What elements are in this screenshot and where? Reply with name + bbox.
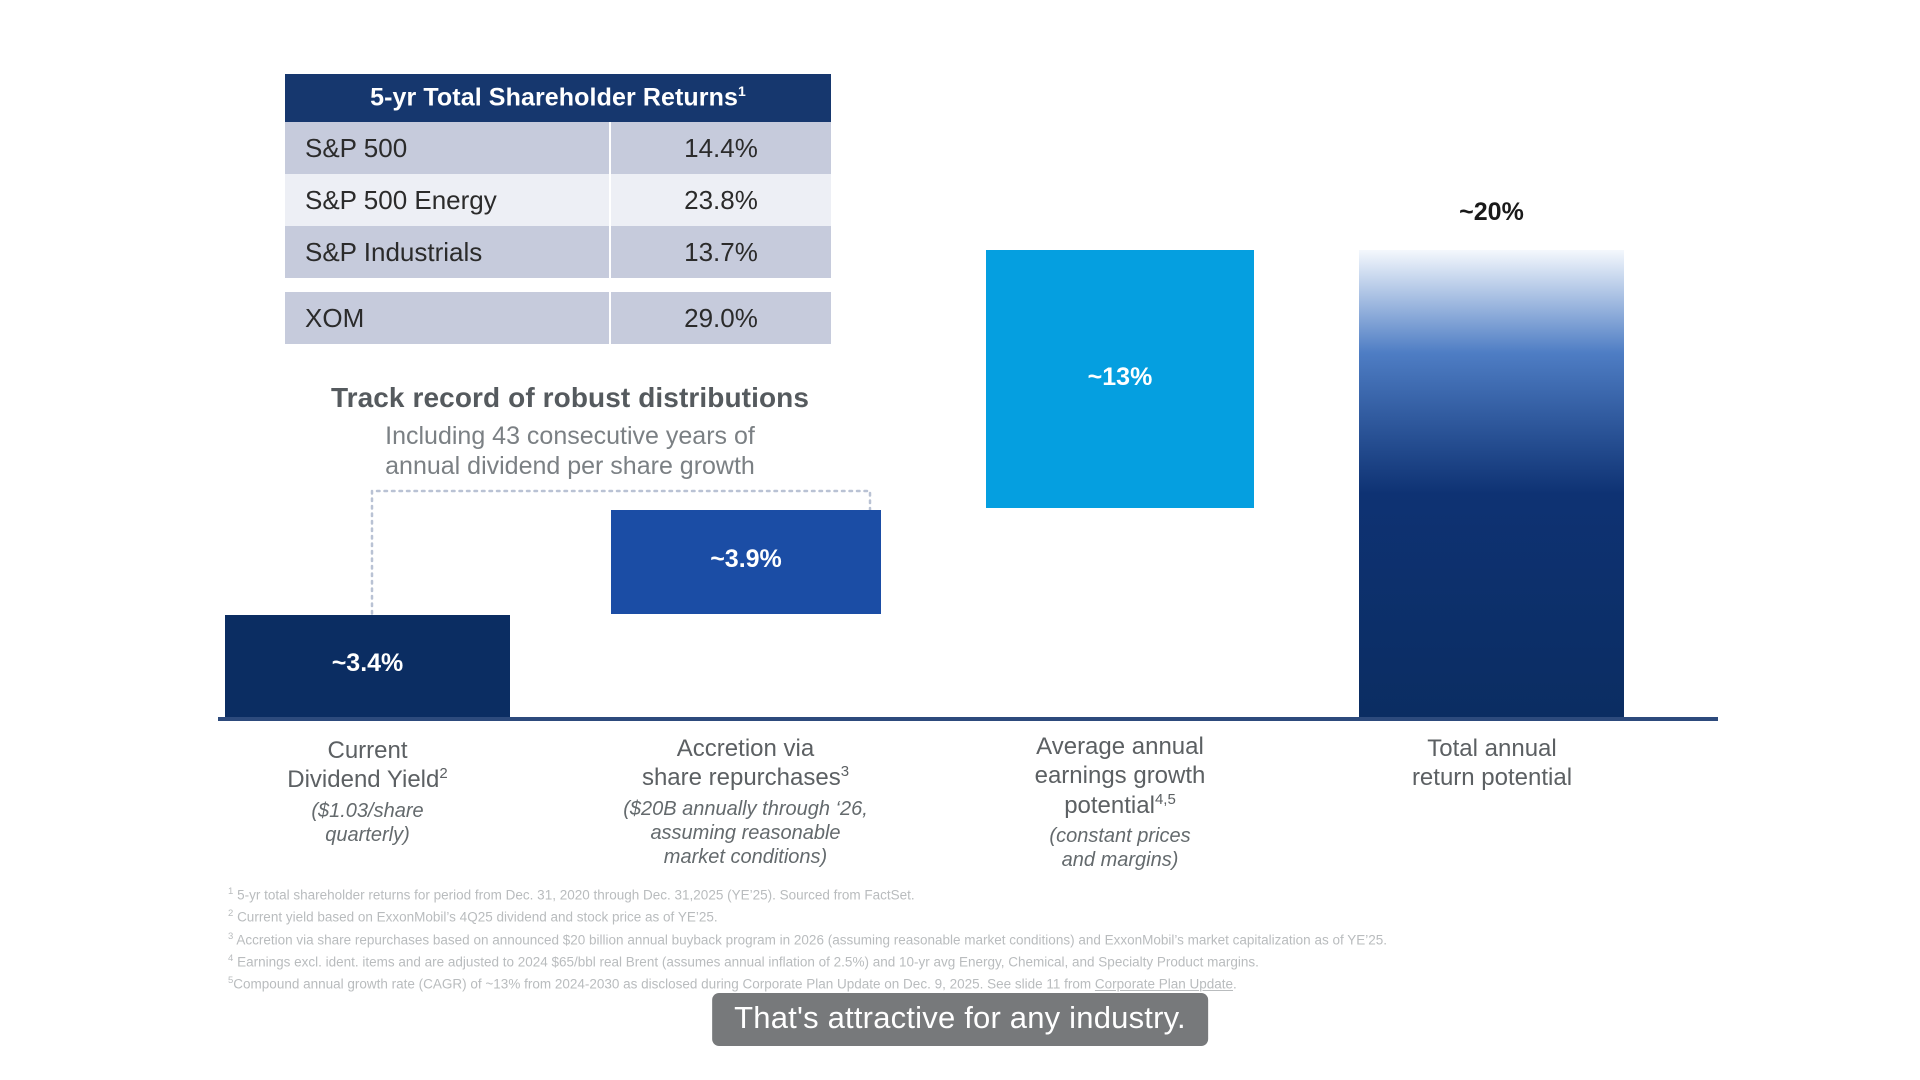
category-sub-text: (constant prices and margins): [962, 824, 1278, 873]
table-header-superscript: 1: [738, 83, 746, 99]
category-line-3-wrap: potential4,5: [962, 791, 1278, 820]
category-line-1: Total annual: [1427, 735, 1557, 762]
bar-label-total-annual-return-potential: ~20%: [1459, 198, 1524, 226]
category-sub-text: ($20B annually through ‘26, assuming rea…: [578, 797, 913, 870]
bar-label-current-dividend-yield: ~3.4%: [331, 649, 404, 677]
track-record-subtitle: Including 43 consecutive years of annual…: [250, 422, 890, 481]
category-sub-line: ($20B annually through ‘26,: [623, 797, 868, 820]
table-cell-label: S&P 500: [285, 122, 611, 175]
table-cell-value: 13.7%: [684, 237, 758, 268]
track-record-subtitle-line-1: Including 43 consecutive years of: [385, 422, 755, 450]
track-record-title: Track record of robust distributions: [330, 382, 810, 413]
category-line-2: earnings growth: [1034, 762, 1206, 790]
footnote-item: 1 5-yr total shareholder returns for per…: [228, 884, 1688, 906]
category-line-1: Accretion via: [676, 735, 815, 762]
footnote-item: 2 Current yield based on ExxonMobil’s 4Q…: [228, 906, 1688, 928]
category-line-3: potential: [1064, 791, 1155, 819]
table-row: S&P 500 14.4%: [285, 122, 831, 175]
category-label-current-dividend-yield: Current Dividend Yield2 ($1.03/share qua…: [215, 736, 520, 847]
category-label-total-annual-return-potential: Total annual return potential: [1337, 734, 1647, 793]
bar-label-accretion-share-repurchases: ~3.9%: [710, 545, 782, 573]
table-row-highlight: XOM 29.0%: [285, 292, 831, 345]
category-line-2-wrap: Dividend Yield2: [215, 765, 520, 794]
bar-label-average-annual-earnings-growth: ~13%: [1087, 363, 1153, 391]
category-footnote-marker: 4,5: [1154, 790, 1176, 808]
footnote-item: 3 Accretion via share repurchases based …: [228, 929, 1688, 951]
category-sub-line: ($1.03/share: [311, 799, 424, 822]
category-main-text: Current Dividend Yield2: [215, 736, 520, 795]
table-cell-value: 14.4%: [684, 133, 758, 164]
corporate-plan-update-link[interactable]: Corporate Plan Update: [1094, 976, 1234, 992]
category-line-2: return potential: [1411, 764, 1573, 792]
category-main-text: Total annual return potential: [1337, 734, 1647, 793]
category-line-1: Average annual: [1036, 733, 1204, 760]
bar-average-annual-earnings-growth[interactable]: ~13%: [986, 250, 1254, 508]
category-sub-line: market conditions): [663, 846, 828, 869]
footnote-marker: 3: [228, 930, 234, 942]
table-cell-label: S&P 500 Energy: [285, 174, 611, 227]
table-header-label: 5-yr Total Shareholder Returns: [370, 83, 738, 112]
table-row-separator: [285, 278, 831, 293]
track-record-block: Track record of robust distributions Inc…: [250, 382, 890, 481]
table-cell-value: 29.0%: [684, 303, 758, 334]
footnote-text-after: .: [1233, 976, 1237, 992]
footnote-text: Earnings excl. ident. items and are adju…: [237, 954, 1259, 970]
footnote-text: Current yield based on ExxonMobil’s 4Q25…: [237, 909, 718, 925]
category-footnote-marker: 3: [840, 763, 850, 781]
category-sub-line: and margins): [1061, 849, 1179, 872]
category-sub-line: (constant prices: [1049, 824, 1191, 847]
footnote-item: 5Compound annual growth rate (CAGR) of ~…: [228, 973, 1688, 995]
table-header: 5-yr Total Shareholder Returns1: [285, 74, 831, 123]
category-main-text: Average annual earnings growth potential…: [962, 732, 1278, 820]
subtitle-caption: That's attractive for any industry.: [712, 993, 1208, 1046]
category-label-average-annual-earnings-growth: Average annual earnings growth potential…: [962, 732, 1278, 873]
category-sub-line: quarterly): [325, 823, 410, 846]
track-record-subtitle-line-2: annual dividend per share growth: [385, 451, 755, 480]
shareholder-returns-table: 5-yr Total Shareholder Returns1 S&P 500 …: [285, 74, 831, 345]
bar-total-annual-return-potential[interactable]: ~20%: [1359, 198, 1624, 719]
footnote-marker: 5: [228, 975, 234, 987]
bar-accretion-share-repurchases[interactable]: ~3.9%: [611, 510, 881, 614]
category-footnote-marker: 2: [439, 765, 448, 783]
category-sub-line: assuming reasonable: [650, 821, 841, 844]
footnote-text: Compound annual growth rate (CAGR) of ~1…: [233, 976, 1095, 992]
footnote-text: Accretion via share repurchases based on…: [236, 932, 1387, 948]
category-sub-text: ($1.03/share quarterly): [215, 799, 520, 848]
table-cell-label: XOM: [285, 292, 611, 345]
footnote-marker: 2: [228, 908, 234, 920]
category-line-1: Current: [327, 737, 408, 764]
footnote-text: 5-yr total shareholder returns for perio…: [237, 887, 915, 903]
category-label-accretion-share-repurchases: Accretion via share repurchases3 ($20B a…: [578, 734, 913, 870]
category-line-2-wrap: share repurchases3: [578, 763, 913, 792]
table-row: S&P 500 Energy 23.8%: [285, 174, 831, 227]
category-main-text: Accretion via share repurchases3: [578, 734, 913, 793]
footnote-marker: 4: [228, 953, 234, 965]
category-line-2: share repurchases: [641, 764, 841, 792]
footnotes-block: 1 5-yr total shareholder returns for per…: [228, 884, 1688, 996]
footnote-item: 4 Earnings excl. ident. items and are ad…: [228, 951, 1688, 973]
category-line-2: Dividend Yield: [287, 766, 440, 794]
footnote-marker: 1: [228, 886, 234, 897]
bar-current-dividend-yield[interactable]: ~3.4%: [225, 615, 510, 719]
table-row: S&P Industrials 13.7%: [285, 226, 831, 279]
table-cell-value: 23.8%: [684, 185, 758, 216]
table-cell-label: S&P Industrials: [285, 226, 611, 279]
